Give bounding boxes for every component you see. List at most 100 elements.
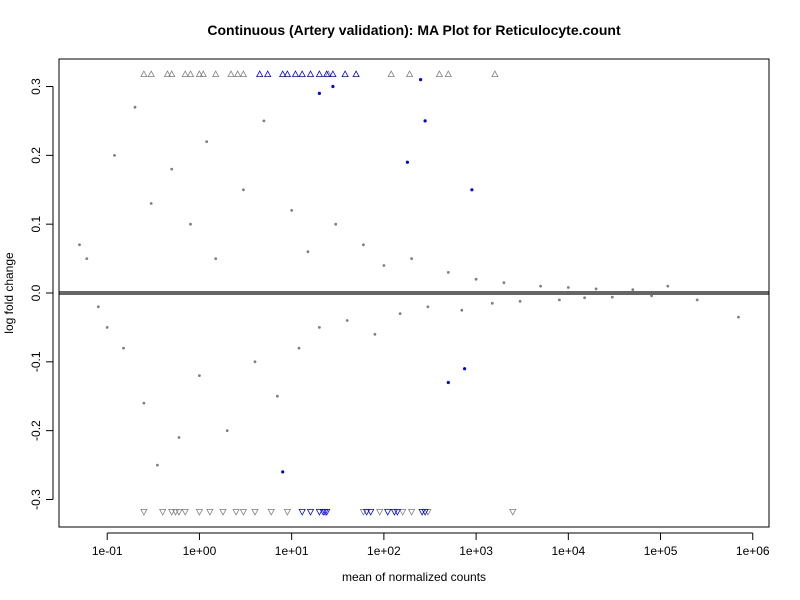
significant-data-point (423, 119, 427, 123)
significant-data-point (317, 91, 321, 95)
data-point (566, 286, 570, 289)
data-point (205, 140, 209, 144)
x-axis-label: mean of normalized counts (342, 570, 486, 584)
data-point (276, 394, 279, 398)
data-point (262, 119, 266, 123)
data-point (539, 284, 542, 288)
clipped-significant-marker (323, 70, 331, 77)
y-tick-label: 0.0 (29, 284, 43, 301)
clipped-point-marker (232, 508, 240, 516)
data-point (253, 360, 257, 364)
data-point (373, 332, 377, 336)
data-point (225, 429, 229, 432)
data-point (382, 264, 386, 267)
clipped-significant-marker (264, 70, 272, 77)
data-point (426, 305, 430, 309)
x-tick-label: 1e+05 (644, 544, 678, 558)
data-point (306, 250, 310, 254)
clipped-point-marker (163, 70, 172, 77)
clipped-significant-marker (393, 508, 402, 516)
clipped-point-marker (267, 508, 275, 516)
data-point (105, 326, 109, 329)
x-tick-label: 1e+03 (459, 544, 493, 558)
clipped-point-marker (239, 508, 248, 516)
data-point (170, 167, 174, 171)
clipped-point-marker (405, 70, 414, 77)
clipped-point-marker (509, 508, 517, 516)
y-axis: 0.3 0.2 0.1 0.0 -0.1 -0.2 -0.3 (29, 78, 54, 510)
x-tick-label: 1e+00 (183, 544, 217, 558)
data-point (695, 298, 699, 302)
y-tick-label: 0.2 (29, 147, 43, 164)
data-point (666, 284, 670, 288)
clipped-point-marker (251, 508, 259, 516)
clipped-markers-layer (140, 70, 517, 516)
clipped-point-marker (227, 70, 235, 77)
clipped-point-marker (181, 70, 189, 77)
clipped-significant-marker (384, 508, 392, 516)
data-point (297, 346, 301, 350)
clipped-point-marker (181, 508, 189, 516)
points-layer (78, 78, 740, 474)
clipped-significant-marker (306, 508, 315, 516)
clipped-point-marker (239, 70, 248, 77)
clipped-point-marker (175, 508, 183, 516)
data-point (78, 243, 81, 247)
significant-data-point (419, 78, 423, 82)
data-point (142, 401, 146, 405)
clipped-significant-marker (279, 70, 287, 77)
data-point (490, 301, 494, 305)
x-tick-label: 1e-01 (92, 544, 123, 558)
clipped-point-marker (195, 508, 204, 516)
clipped-significant-marker (283, 70, 292, 77)
clipped-point-marker (140, 508, 148, 516)
data-point (474, 277, 478, 281)
data-point (85, 257, 89, 260)
data-point (318, 326, 321, 329)
data-point (594, 287, 598, 291)
significant-data-point (405, 160, 409, 164)
data-point (502, 281, 506, 285)
y-tick-label: -0.1 (29, 351, 43, 372)
data-point (177, 436, 181, 439)
data-point (631, 288, 635, 291)
clipped-significant-marker (306, 70, 315, 77)
data-point (334, 222, 338, 226)
clipped-significant-marker (362, 508, 371, 516)
clipped-significant-marker (291, 70, 300, 77)
data-point (737, 315, 740, 319)
significant-data-point (463, 367, 467, 371)
clipped-significant-marker (298, 508, 306, 516)
x-tick-label: 1e+01 (275, 544, 309, 558)
significant-data-point (470, 188, 474, 192)
clipped-significant-marker (315, 508, 324, 516)
clipped-point-marker (491, 70, 499, 77)
data-point (362, 243, 365, 247)
y-axis-label: log fold change (2, 252, 16, 334)
y-tick-label: -0.2 (29, 420, 43, 441)
clipped-point-marker (399, 508, 407, 516)
data-point (518, 299, 522, 303)
clipped-significant-marker (315, 70, 324, 77)
clipped-point-marker (376, 508, 384, 516)
data-point (189, 222, 192, 226)
data-point (558, 298, 561, 302)
clipped-point-marker (195, 70, 204, 77)
data-point (290, 209, 294, 212)
data-point (96, 305, 100, 309)
y-tick-label: 0.1 (29, 216, 43, 233)
y-tick-label: -0.3 (29, 489, 43, 510)
x-axis: 1e-01 1e+00 1e+01 1e+02 1e+03 1e+04 1e+05 1e+06 (92, 532, 770, 558)
clipped-point-marker (407, 508, 416, 516)
clipped-significant-marker (421, 508, 429, 516)
data-point (198, 374, 201, 377)
clipped-point-marker (168, 508, 176, 516)
clipped-point-marker (234, 70, 242, 77)
clipped-point-marker (212, 70, 220, 77)
clipped-significant-marker (367, 508, 375, 516)
clipped-point-marker (444, 70, 452, 77)
clipped-point-marker (219, 508, 227, 516)
data-point (583, 296, 586, 300)
clipped-point-marker (171, 508, 180, 516)
